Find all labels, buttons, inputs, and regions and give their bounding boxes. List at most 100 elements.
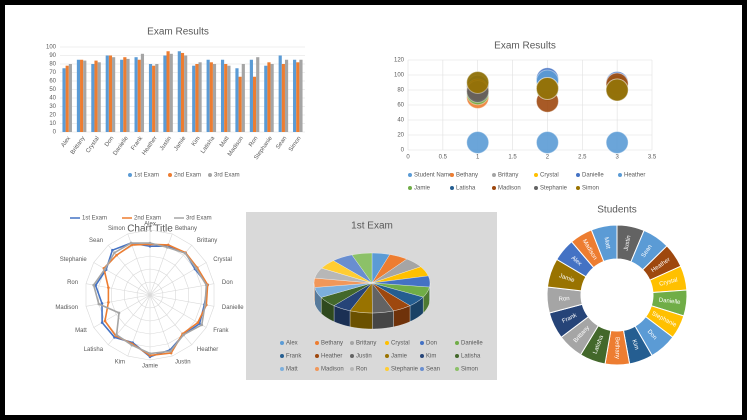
bar	[177, 51, 181, 132]
axis-label: Bethany	[175, 226, 197, 232]
spoke	[149, 294, 173, 357]
legend-marker	[455, 367, 459, 371]
x-tick-label: Matt	[219, 135, 231, 148]
bar	[270, 64, 274, 132]
bar	[184, 55, 188, 132]
bubble	[466, 71, 490, 94]
radar-point	[100, 302, 104, 305]
legend-marker	[450, 173, 454, 177]
bar	[152, 65, 156, 132]
legend-marker	[280, 367, 284, 371]
axis-label: Sean	[89, 238, 103, 244]
chart-title: Students	[597, 205, 636, 216]
bar	[112, 57, 116, 133]
y-tick-label: 100	[394, 73, 405, 79]
y-tick-label: 60	[49, 79, 56, 85]
x-tick-label: 3.5	[648, 155, 657, 161]
bar	[76, 59, 81, 132]
radar-point	[169, 349, 172, 353]
axis-label: Ron	[67, 280, 78, 286]
legend-marker	[534, 173, 538, 177]
legend-label: Simon	[582, 186, 599, 192]
legend-label: Jamie	[414, 186, 431, 192]
radar-point	[130, 343, 134, 347]
legend-label: Stephanie	[540, 186, 568, 192]
radar-point	[107, 286, 110, 289]
x-tick-label: 1	[476, 155, 480, 161]
legend-marker	[408, 173, 412, 177]
bar	[68, 64, 72, 132]
bar	[284, 59, 289, 132]
legend-label: Alex	[286, 341, 298, 347]
bar	[137, 59, 141, 132]
slice-label: Jamie	[558, 273, 576, 284]
legend-label: Brittany	[356, 341, 376, 347]
radar-point	[148, 244, 152, 248]
legend-marker	[492, 186, 496, 190]
radar-point	[182, 333, 185, 337]
legend-marker	[315, 367, 319, 371]
bar	[278, 55, 282, 132]
legend-label: Jamie	[391, 354, 408, 360]
bar	[180, 52, 185, 133]
legend-label: 1st Exam	[82, 216, 107, 222]
axis-label: Alex	[144, 222, 156, 228]
slice-side	[372, 310, 394, 330]
legend-marker	[385, 341, 389, 345]
bar	[140, 53, 145, 132]
radar-point	[194, 267, 198, 270]
y-tick-label: 100	[46, 45, 57, 51]
radar-point	[117, 311, 121, 315]
legend-label: 2nd Exam	[174, 173, 201, 179]
legend-marker	[280, 354, 284, 358]
radar-point	[200, 323, 204, 327]
bubble	[605, 131, 629, 154]
radar-point	[203, 303, 207, 307]
legend-label: Crystal	[391, 341, 410, 347]
radar-point	[103, 319, 107, 323]
bar	[256, 57, 260, 133]
radar-point	[196, 321, 200, 324]
legend-marker	[315, 354, 319, 358]
legend-marker	[385, 367, 389, 371]
legend-label: Bethany	[456, 173, 478, 179]
bar	[83, 60, 87, 132]
legend-label: Justin	[356, 354, 372, 360]
x-tick-label: 2	[546, 155, 550, 161]
legend-marker	[420, 354, 424, 358]
bar	[224, 64, 228, 132]
bar	[220, 59, 225, 132]
radar-point	[115, 253, 118, 257]
legend-label: Kim	[426, 354, 436, 360]
legend-marker	[408, 186, 412, 190]
legend-label: Crystal	[540, 173, 559, 179]
legend-label: Madison	[321, 367, 344, 373]
slice-side	[349, 310, 373, 330]
bar	[65, 65, 69, 132]
radar-point	[103, 267, 107, 271]
legend-label: Latisha	[456, 186, 476, 192]
bar	[148, 64, 153, 132]
slice-label: Crystal	[659, 277, 679, 287]
bar	[123, 57, 127, 133]
radar-point	[148, 354, 152, 357]
legend-label: 3rd Exam	[214, 173, 240, 179]
legend-label: Brittany	[498, 173, 518, 179]
legend-marker	[576, 186, 580, 190]
legend-marker	[450, 186, 454, 190]
radar-point	[129, 241, 133, 245]
axis-label: Crystal	[213, 257, 232, 263]
axis-label: Justin	[175, 359, 191, 365]
bar	[198, 62, 202, 132]
bar	[227, 65, 231, 132]
axis-label: Heather	[197, 347, 218, 353]
y-tick-label: 0	[401, 148, 405, 154]
slice-label: Kim	[630, 339, 639, 351]
slice-label: Justin	[624, 235, 633, 252]
bar	[212, 64, 217, 132]
chart-title: Chart Title	[127, 224, 173, 235]
y-tick-label: 20	[397, 133, 404, 139]
legend-marker	[492, 173, 496, 177]
legend-marker	[208, 173, 212, 177]
slice-label: Ron	[558, 296, 569, 303]
